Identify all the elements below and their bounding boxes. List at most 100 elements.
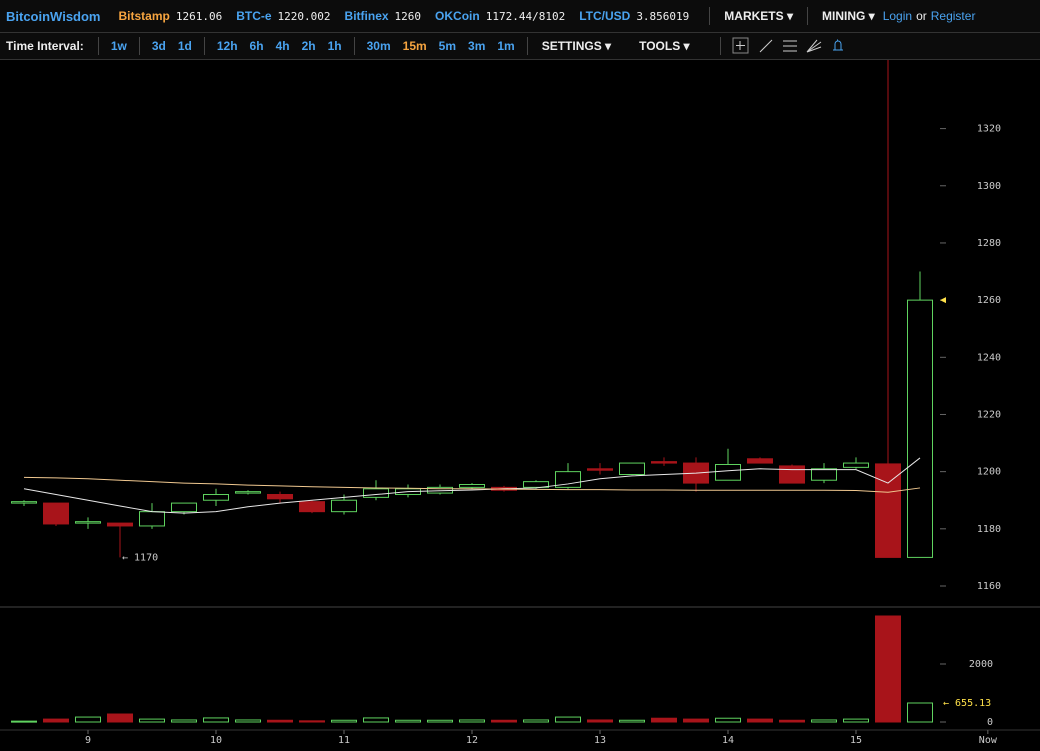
volume-bar <box>395 719 421 723</box>
candle-body <box>651 461 677 464</box>
ticker-name[interactable]: OKCoin <box>435 9 480 23</box>
candle-body <box>523 481 549 488</box>
volume-bar <box>683 718 709 723</box>
y-tick-label: 1220 <box>977 409 1001 420</box>
x-tick-label: 14 <box>722 735 734 746</box>
interval-label: Time Interval: <box>6 39 84 53</box>
tool-icons <box>732 37 843 54</box>
candle-body <box>747 458 773 464</box>
header: BitcoinWisdom Bitstamp 1261.06 BTC-e 1220.0… <box>0 0 1040 33</box>
line-tool[interactable] <box>759 39 772 53</box>
candle-body <box>587 468 613 471</box>
interval[interactable]: 5m <box>438 39 457 53</box>
x-tick-label: 15 <box>850 735 862 746</box>
candle-body <box>811 468 837 481</box>
moving-average <box>23 457 921 514</box>
y-tick-label: 1320 <box>977 124 1001 135</box>
interval[interactable]: 1w <box>110 39 127 53</box>
candle-body <box>363 488 389 498</box>
interval[interactable]: 1d <box>177 39 192 53</box>
y-tick-label: 1200 <box>977 467 1001 478</box>
ticker-price: 1260 <box>394 9 422 23</box>
y-tick-label: 1240 <box>977 352 1001 363</box>
volume-bar <box>523 719 549 723</box>
candle-body <box>75 521 101 524</box>
interval[interactable]: 15m <box>402 39 427 53</box>
candle-body <box>875 463 901 558</box>
volume-bar <box>299 720 325 723</box>
chart: 1160 1180 1200 1220 1240 1260 1280 1300 1320 0 200… <box>0 60 1040 746</box>
interval[interactable]: 12h <box>216 39 238 53</box>
volume-bar <box>11 720 37 723</box>
x-tick-label: Now <box>979 735 998 746</box>
register[interactable]: Register <box>930 9 976 23</box>
value-label: ← 655.13 <box>943 698 991 709</box>
ticker-name[interactable]: BTC-e <box>236 9 272 23</box>
hline-tool[interactable] <box>782 40 797 52</box>
menu-label: MINING <box>822 9 866 23</box>
markets-menu[interactable]: MARKETS ▾ <box>724 9 793 23</box>
settings-menu[interactable]: SETTINGS ▾ <box>541 39 612 53</box>
menu-label: MARKETS <box>724 9 784 23</box>
tickers: Bitstamp 1261.06 BTC-e 1220.002 Bitfinex 1260… <box>119 9 704 23</box>
volume-bar <box>267 719 293 723</box>
crosshair-tool[interactable] <box>732 37 749 54</box>
volume-bar <box>587 719 613 723</box>
separator <box>138 37 140 55</box>
tools-menu[interactable]: TOOLS ▾ <box>639 39 690 53</box>
interval[interactable]: 6h <box>249 39 264 53</box>
volume-bar <box>779 719 805 723</box>
volume-bar <box>427 719 453 723</box>
y-tick-label: 2000 <box>969 659 993 670</box>
separator <box>526 37 528 55</box>
x-tick-label: 9 <box>85 735 91 746</box>
volume-bar <box>555 716 581 723</box>
ticker-price: 1220.002 <box>277 9 331 23</box>
volume-bar <box>811 719 837 723</box>
brand[interactable]: BitcoinWisdom <box>6 8 101 24</box>
volume-bar <box>331 719 357 723</box>
x-tick-label: 13 <box>594 735 606 746</box>
volume-bar <box>843 718 869 723</box>
volume-bar <box>139 718 165 723</box>
candle-body <box>779 465 805 484</box>
interval[interactable]: 30m <box>366 39 391 53</box>
volume-bar <box>907 702 933 723</box>
interval[interactable]: 2h <box>301 39 316 53</box>
ticker-name[interactable]: LTC/USD <box>579 9 631 23</box>
candle-body <box>11 501 37 504</box>
volume-bar <box>875 615 901 723</box>
or: or <box>916 9 927 23</box>
ticker-name[interactable]: Bitfinex <box>344 9 389 23</box>
candle-body <box>907 299 933 558</box>
low-label: ← 1170 <box>122 552 158 563</box>
mining-menu[interactable]: MINING ▾ <box>822 9 875 23</box>
login[interactable]: Login <box>882 9 913 23</box>
interval[interactable]: 4h <box>275 39 290 53</box>
candle-body <box>171 502 197 513</box>
ticker-price: 1261.06 <box>175 9 223 23</box>
y-tick-label: 1300 <box>977 181 1001 192</box>
y-tick-label: 1280 <box>977 238 1001 249</box>
ticker-name[interactable]: Bitstamp <box>118 9 170 23</box>
candle-body <box>43 502 69 525</box>
alert-tool[interactable] <box>832 39 843 51</box>
interval[interactable]: 3m <box>468 39 486 53</box>
interval[interactable]: 1m <box>497 39 515 53</box>
volume-bar <box>619 719 645 723</box>
separator <box>353 37 355 55</box>
volume-bar <box>459 719 485 723</box>
moving-average <box>23 476 921 493</box>
toolbar: Time Interval: 1w 3d 1d 12h 6h 4h 2h 1h 30m 15m 5m… <box>0 33 1040 60</box>
candle-body <box>331 499 357 513</box>
y-tick-label: 1160 <box>977 581 1001 592</box>
menu-label: TOOLS <box>639 39 681 53</box>
volume-bar <box>107 713 133 723</box>
volume-bar <box>43 718 69 723</box>
interval[interactable]: 3d <box>151 39 166 53</box>
separator <box>807 7 808 25</box>
volume-bar <box>235 719 261 723</box>
ticker-price: 3.856019 <box>636 9 690 23</box>
fan-tool[interactable] <box>806 39 821 53</box>
interval[interactable]: 1h <box>327 39 342 53</box>
